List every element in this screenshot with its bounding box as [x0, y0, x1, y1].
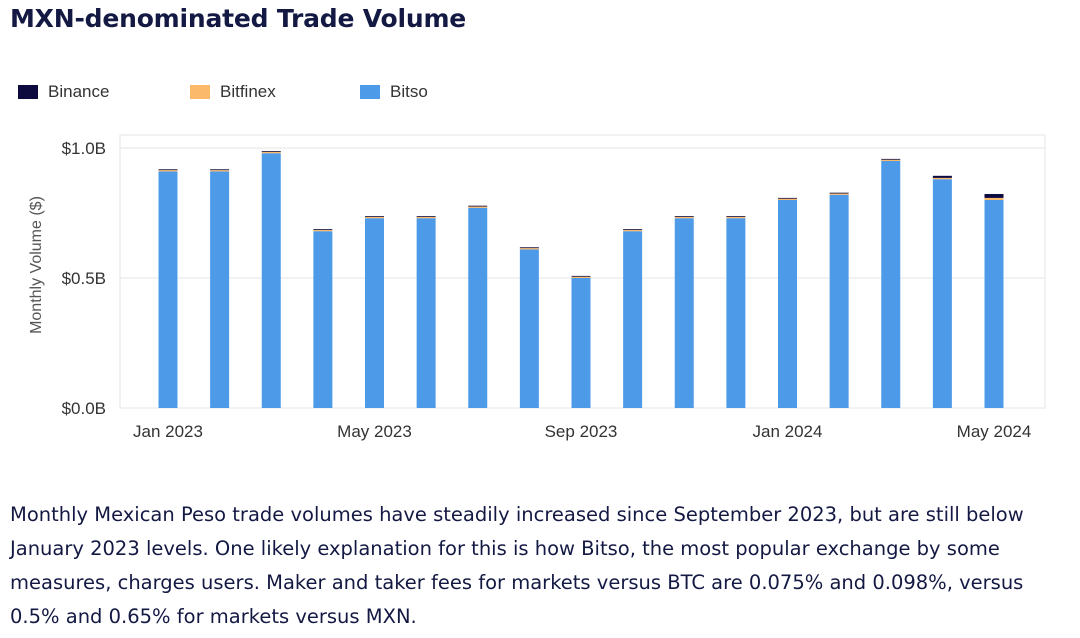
- bar-binance[interactable]: [519, 247, 539, 249]
- bar-binance[interactable]: [674, 216, 694, 217]
- bar-chart: $0.0B $0.5B $1.0B Jan 2023 May 2023 Sep 2023 J…: [28, 134, 1046, 441]
- bar-binance[interactable]: [365, 216, 384, 217]
- bar-bitfinex[interactable]: [674, 216, 694, 219]
- bar-bitfinex[interactable]: [519, 248, 539, 250]
- bar-bitso[interactable]: [881, 161, 901, 408]
- bar-bitfinex[interactable]: [726, 216, 746, 219]
- y-tick-label: $0.5B: [62, 269, 106, 288]
- bar-bitso[interactable]: [778, 200, 797, 408]
- x-tick-label: Jan 2024: [753, 422, 823, 441]
- x-tick-label: May 2023: [337, 422, 412, 441]
- bar-binance[interactable]: [571, 275, 591, 277]
- bar-bitfinex[interactable]: [416, 216, 436, 219]
- bar-bitso[interactable]: [416, 218, 436, 408]
- bar-bitso[interactable]: [365, 218, 384, 408]
- y-axis-label: Monthly Volume ($): [28, 196, 45, 334]
- y-tick-label: $0.0B: [62, 399, 106, 418]
- bar-binance[interactable]: [829, 192, 849, 194]
- description-paragraph: Monthly Mexican Peso trade volumes have …: [10, 503, 1024, 628]
- legend-item-binance[interactable]: Binance: [18, 82, 109, 102]
- bar-bitso[interactable]: [468, 207, 488, 408]
- bar-bitso[interactable]: [571, 278, 591, 408]
- bar-bitso[interactable]: [261, 153, 281, 408]
- bar-binance[interactable]: [158, 169, 178, 171]
- bar-bitso[interactable]: [623, 231, 643, 408]
- x-tick-label: May 2024: [957, 422, 1032, 441]
- bar-bitso[interactable]: [984, 200, 1004, 408]
- bar-bitso[interactable]: [674, 218, 694, 408]
- bar-binance[interactable]: [778, 197, 797, 199]
- bar-bitfinex[interactable]: [365, 216, 384, 219]
- bars-layer: [158, 151, 1004, 408]
- legend-swatch-bitso: [360, 85, 380, 99]
- bar-bitfinex[interactable]: [829, 193, 849, 195]
- page-title: MXN-denominated Trade Volume: [10, 4, 467, 33]
- axis-layer: $0.0B $0.5B $1.0B Jan 2023 May 2023 Sep 2023 J…: [62, 139, 1032, 441]
- bar-bitfinex[interactable]: [623, 229, 643, 232]
- legend-swatch-bitfinex: [190, 85, 210, 99]
- bar-bitfinex[interactable]: [158, 170, 178, 172]
- bar-bitfinex[interactable]: [261, 151, 281, 154]
- bar-binance[interactable]: [623, 229, 643, 230]
- bar-bitfinex[interactable]: [984, 197, 1004, 200]
- legend-swatch-binance: [18, 85, 38, 99]
- legend-item-bitfinex[interactable]: Bitfinex: [190, 82, 276, 102]
- legend-label-bitso: Bitso: [390, 82, 428, 101]
- bar-bitso[interactable]: [932, 179, 952, 408]
- bar-binance[interactable]: [313, 229, 333, 230]
- legend-label-bitfinex: Bitfinex: [220, 82, 276, 101]
- bar-binance[interactable]: [416, 216, 436, 217]
- bar-binance[interactable]: [726, 216, 746, 217]
- bar-binance[interactable]: [468, 205, 488, 207]
- bar-bitfinex[interactable]: [932, 177, 952, 180]
- bar-bitfinex[interactable]: [881, 159, 901, 161]
- bar-binance[interactable]: [984, 194, 1004, 198]
- bar-bitso[interactable]: [726, 218, 746, 408]
- bar-bitfinex[interactable]: [210, 170, 230, 172]
- bar-binance[interactable]: [210, 169, 230, 171]
- y-tick-label: $1.0B: [62, 139, 106, 158]
- bar-bitfinex[interactable]: [778, 198, 797, 200]
- x-tick-label: Jan 2023: [133, 422, 203, 441]
- bar-bitso[interactable]: [210, 171, 230, 408]
- bar-bitso[interactable]: [829, 194, 849, 408]
- bar-bitso[interactable]: [519, 249, 539, 408]
- x-tick-label: Sep 2023: [545, 422, 618, 441]
- bar-bitfinex[interactable]: [571, 276, 591, 278]
- legend-label-binance: Binance: [48, 82, 110, 101]
- bar-binance[interactable]: [881, 158, 901, 160]
- bar-bitfinex[interactable]: [313, 229, 333, 232]
- bar-bitfinex[interactable]: [468, 206, 488, 208]
- legend-item-bitso[interactable]: Bitso: [360, 82, 428, 102]
- bar-bitso[interactable]: [158, 171, 178, 408]
- bar-binance[interactable]: [932, 175, 952, 178]
- bar-binance[interactable]: [261, 151, 281, 152]
- bar-bitso[interactable]: [313, 231, 333, 408]
